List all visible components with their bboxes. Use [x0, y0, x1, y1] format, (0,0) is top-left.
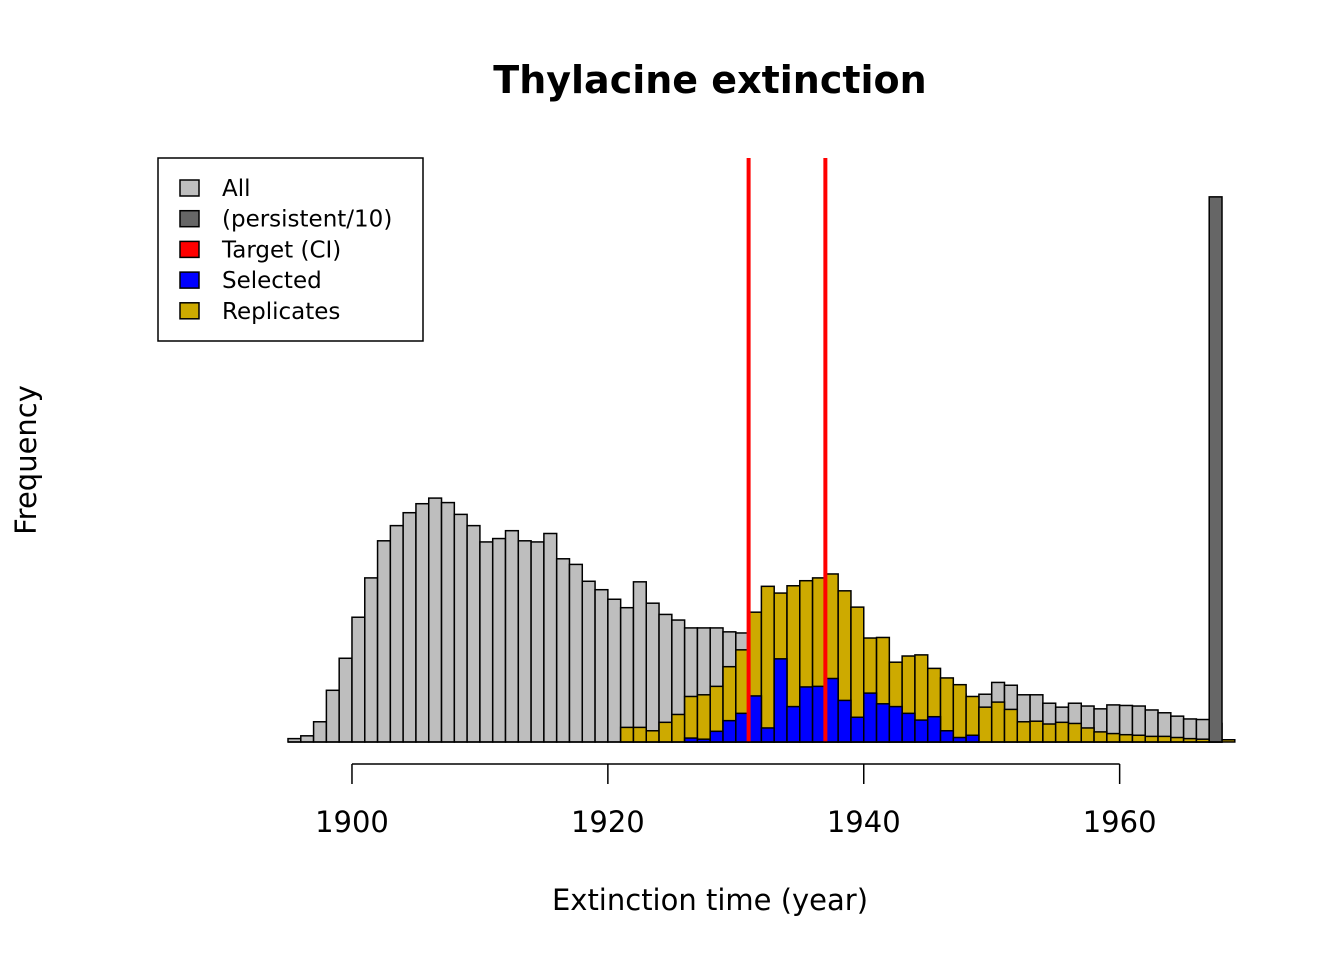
all-bar — [300, 735, 315, 743]
all-bar — [491, 537, 507, 743]
selected-bar — [914, 719, 929, 743]
persistent-bar — [1208, 196, 1223, 743]
all-bar — [568, 563, 584, 743]
selected-bar — [773, 658, 788, 743]
all-bar — [504, 529, 520, 743]
replicate-bar — [1157, 735, 1172, 743]
selected-bar — [709, 730, 724, 743]
all-bar — [619, 606, 635, 743]
replicate-bar — [1080, 727, 1095, 743]
legend-swatch — [179, 209, 200, 228]
all-bar — [594, 588, 609, 743]
legend-label: All — [222, 176, 251, 202]
replicate-bar — [1131, 734, 1146, 743]
all-bar — [453, 513, 468, 743]
all-bar — [338, 657, 353, 743]
all-bar — [479, 541, 494, 743]
replicate-bar — [1016, 721, 1031, 743]
all-bar — [312, 721, 328, 743]
all-bar — [364, 577, 379, 743]
all-bar — [581, 580, 596, 743]
selected-bar — [926, 715, 942, 743]
legend-label: Target (CI) — [221, 237, 341, 263]
replicate-bar — [990, 701, 1006, 743]
x-tick-label: 1920 — [571, 805, 645, 839]
replicate-bar — [645, 730, 660, 743]
legend-swatch — [179, 271, 200, 289]
all-bar — [645, 602, 660, 743]
all-bar — [325, 689, 340, 743]
legend-label: Selected — [222, 268, 322, 294]
replicate-bar — [978, 706, 993, 743]
all-bar — [402, 511, 417, 743]
replicate-bar — [952, 683, 967, 743]
all-bar — [517, 540, 532, 743]
legend-label: Replicates — [222, 299, 340, 325]
legend-swatch — [179, 302, 200, 320]
x-axis-label: Extinction time (year) — [552, 883, 868, 917]
replicate-bar — [658, 721, 673, 743]
selected-bar — [760, 727, 775, 743]
x-tick-label: 1940 — [827, 805, 901, 839]
all-bar — [440, 501, 456, 743]
all-bar — [607, 598, 622, 743]
selected-bar — [850, 716, 865, 743]
legend-swatch — [179, 240, 200, 259]
all-bar — [351, 616, 366, 743]
replicate-bar — [760, 585, 775, 743]
selected-bar — [888, 705, 903, 743]
replicate-bar — [1118, 733, 1134, 743]
selected-bar — [901, 712, 916, 743]
replicate-bar — [1054, 721, 1070, 743]
x-tick-label: 1960 — [1083, 805, 1157, 839]
all-bar — [415, 502, 430, 743]
target-ci-lines — [746, 158, 828, 742]
all-bar — [376, 540, 392, 743]
replicate-bar — [1003, 708, 1019, 743]
replicate-bar — [1144, 735, 1159, 743]
legend-label: (persistent/10) — [222, 207, 392, 233]
selected-bar — [722, 719, 737, 743]
all-bar — [427, 497, 443, 743]
replicate-bar — [1029, 720, 1044, 743]
all-bar — [389, 524, 404, 743]
persistent-bars — [1208, 196, 1223, 743]
replicate-bar — [1042, 723, 1057, 743]
chart-title: Thylacine extinction — [493, 58, 926, 102]
all-bar — [555, 558, 571, 743]
selected-bar — [786, 705, 801, 743]
legend: All (persistent/10) Target (CI) Selected Rep… — [157, 157, 424, 342]
selected-bars — [683, 658, 980, 743]
x-axis: 1900 1920 1940 1960 — [315, 763, 1157, 839]
selected-bar — [875, 703, 891, 743]
all-bar — [632, 581, 647, 743]
all-bar — [466, 524, 481, 743]
replicate-bar — [1093, 731, 1108, 743]
x-tick-label: 1900 — [315, 805, 389, 839]
selected-bar — [837, 699, 852, 743]
selected-bar — [965, 734, 980, 743]
replicate-bar — [632, 726, 647, 743]
replicate-bar — [1067, 722, 1083, 743]
selected-bar — [863, 692, 878, 743]
all-bar — [543, 532, 558, 743]
all-bar — [530, 541, 545, 743]
replicate-bar — [1106, 732, 1121, 743]
selected-bar — [939, 730, 955, 743]
replicate-bar — [696, 694, 711, 743]
replicate-bar — [1221, 739, 1236, 743]
legend-swatch — [179, 179, 200, 197]
selected-bar — [799, 686, 814, 743]
legend-box — [157, 157, 424, 342]
replicate-bar — [619, 726, 635, 743]
replicate-bar — [671, 713, 686, 743]
y-axis-label: Frequency — [9, 385, 43, 535]
replicate-bar — [683, 695, 699, 743]
